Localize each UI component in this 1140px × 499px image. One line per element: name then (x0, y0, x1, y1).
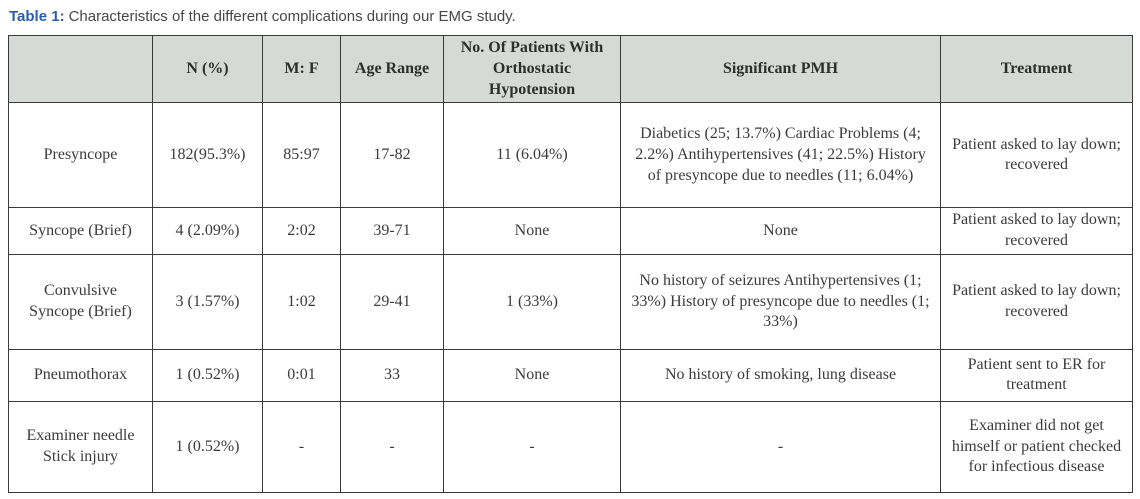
column-header-pmh: Significant PMH (620, 34, 941, 104)
table-row-syncope-brief: Syncope (Brief) 4 (2.09%) 2:02 39-71 Non… (8, 207, 1133, 255)
column-header-n-pct: N (%) (152, 34, 263, 104)
table-cell: 1 (33%) (443, 253, 621, 350)
table-cell: 0:01 (262, 348, 341, 402)
table-cell: Patient sent to ER for treatment (940, 348, 1133, 402)
row-label: Convulsive Syncope (Brief) (8, 253, 153, 350)
complications-table: N (%) M: F Age Range No. Of Patients Wit… (8, 34, 1133, 493)
table-row-examiner-needle-stick: Examiner needle Stick injury 1 (0.52%) -… (8, 400, 1133, 493)
table-cell: - (340, 400, 444, 493)
table-cell: Diabetics (25; 13.7%) Cardiac Problems (… (620, 102, 941, 209)
table-caption-label: Table 1: (9, 8, 65, 25)
header-row: N (%) M: F Age Range No. Of Patients Wit… (8, 34, 1133, 104)
table-cell: No history of seizures Antihypertensives… (620, 253, 941, 350)
row-label: Pneumothorax (8, 348, 153, 402)
table-cell: Examiner did not get himself or patient … (940, 400, 1133, 493)
table-cell: - (620, 400, 941, 493)
column-header-age-range: Age Range (340, 34, 444, 104)
table-cell: None (443, 348, 621, 402)
table-cell: None (620, 207, 941, 255)
table-cell: - (262, 400, 341, 493)
table-cell: 1:02 (262, 253, 341, 350)
table-cell: 1 (0.52%) (152, 400, 263, 493)
column-header-mf: M: F (262, 34, 341, 104)
table-row-pneumothorax: Pneumothorax 1 (0.52%) 0:01 33 None No h… (8, 348, 1133, 402)
table-cell: None (443, 207, 621, 255)
table-caption: Table 1: Characteristics of the different… (9, 8, 1132, 25)
table-cell: - (443, 400, 621, 493)
table-cell: 3 (1.57%) (152, 253, 263, 350)
table-cell: 4 (2.09%) (152, 207, 263, 255)
table-cell: 33 (340, 348, 444, 402)
table-cell: 39-71 (340, 207, 444, 255)
column-header-orthostatic: No. Of Patients With Orthostatic Hypoten… (443, 34, 621, 104)
table-cell: Patient asked to lay down; recovered (940, 102, 1133, 209)
table-cell: 85:97 (262, 102, 341, 209)
table-row-presyncope: Presyncope 182(95.3%) 85:97 17-82 11 (6.… (8, 102, 1133, 209)
table-cell: 29-41 (340, 253, 444, 350)
table-cell: 182(95.3%) (152, 102, 263, 209)
column-header-treatment: Treatment (940, 34, 1133, 104)
table-cell: 17-82 (340, 102, 444, 209)
table-cell: 2:02 (262, 207, 341, 255)
row-label: Syncope (Brief) (8, 207, 153, 255)
table-cell: 1 (0.52%) (152, 348, 263, 402)
column-header-blank (8, 34, 153, 104)
row-label: Presyncope (8, 102, 153, 209)
table-cell: Patient asked to lay down; recovered (940, 207, 1133, 255)
table-cell: Patient asked to lay down; recovered (940, 253, 1133, 350)
table-cell: 11 (6.04%) (443, 102, 621, 209)
table-cell: No history of smoking, lung disease (620, 348, 941, 402)
table-row-convulsive-syncope: Convulsive Syncope (Brief) 3 (1.57%) 1:0… (8, 253, 1133, 350)
row-label: Examiner needle Stick injury (8, 400, 153, 493)
table-caption-text: Characteristics of the different complic… (68, 8, 516, 25)
